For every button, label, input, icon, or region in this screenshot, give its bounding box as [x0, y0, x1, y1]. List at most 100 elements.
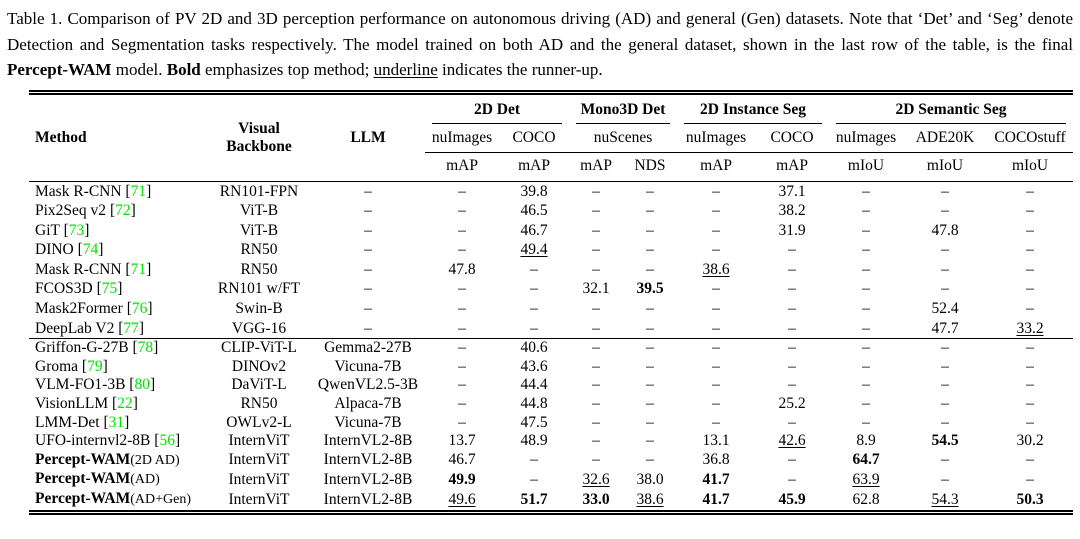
value-cell: –	[1026, 339, 1034, 357]
table-row: DeepLab V2 [77] VGG-16 – – – – – – – – 47.7 33.2	[29, 319, 1073, 339]
value-cell: 63.9	[829, 470, 903, 490]
llm-cell: –	[364, 280, 372, 298]
value-cell: –	[458, 241, 466, 259]
method-name: Mask R-CNN	[35, 182, 122, 200]
value-cell: –	[1026, 241, 1034, 259]
value-cell: 49.4	[499, 240, 569, 260]
citation-link[interactable]: 56	[159, 432, 175, 450]
runnerup-value: 33.2	[1016, 319, 1044, 337]
value-cell: 64.7	[829, 451, 903, 471]
value-cell: –	[712, 280, 720, 298]
header-dataset-nuimages-sem: nuImages	[829, 123, 904, 153]
caption-underline-word: underline	[373, 60, 438, 79]
method-cell: Percept-WAM(AD)	[29, 470, 207, 490]
value-cell: –	[862, 376, 870, 394]
header-dataset-nuscenes: nuScenes	[569, 123, 677, 153]
citation-link[interactable]: 76	[131, 300, 148, 318]
value-cell: –	[592, 202, 600, 220]
method-name: Percept-WAM	[35, 470, 131, 488]
backbone-cell: OWLv2-L	[226, 413, 292, 431]
value-cell: 48.9	[520, 432, 548, 450]
value-cell: –	[592, 451, 600, 469]
table-row: Percept-WAM(AD) InternViT InternVL2-8B 49.9…	[29, 470, 1073, 490]
table-row: GiT [73] ViT-B – – 46.7 – – – 31.9 – 47.8 –	[29, 221, 1073, 241]
value-cell: –	[1026, 260, 1034, 278]
llm-cell: InternVL2-8B	[323, 432, 413, 450]
value-cell: 45.9	[755, 490, 829, 510]
value-cell: –	[646, 413, 654, 431]
method-name: GiT	[35, 221, 60, 239]
backbone-cell: RN50	[240, 241, 278, 259]
caption-model-name: Percept-WAM	[7, 60, 112, 79]
value-cell: 40.6	[520, 339, 548, 357]
table-row: DINO [74] RN50 – – 49.4 – – – – – – –	[29, 240, 1073, 260]
citation-link[interactable]: 71	[130, 182, 147, 200]
value-cell: –	[458, 395, 466, 413]
value-cell: –	[941, 376, 949, 394]
value-cell: –	[941, 451, 949, 469]
header-metric-row: mAP mAP mAP NDS mAP mAP mIoU mIoU mIoU	[29, 152, 1073, 181]
method-name: Mask2Former	[35, 300, 123, 318]
value-cell: 37.1	[778, 182, 806, 200]
citation-link[interactable]: 73	[68, 221, 85, 239]
citation-link[interactable]: 78	[137, 339, 154, 357]
citation-link[interactable]: 80	[134, 376, 150, 394]
citation-link[interactable]: 72	[115, 202, 131, 220]
citation-link[interactable]: 71	[130, 260, 147, 278]
header-dataset-cocostuff: COCOstuff	[987, 123, 1074, 153]
citation-link[interactable]: 31	[108, 413, 125, 431]
backbone-cell: InternViT	[228, 490, 290, 508]
metric-header: mAP	[700, 156, 732, 174]
group-label: 2D Det	[432, 101, 562, 124]
value-cell: 25.2	[778, 395, 806, 413]
table-body-group-1: Mask R-CNN [71] RN101-FPN – –39.8– – –37.1– – –…	[29, 181, 1073, 339]
value-cell: –	[712, 376, 720, 394]
value-cell: –	[862, 413, 870, 431]
value-cell: –	[646, 260, 654, 278]
value-cell: –	[788, 260, 796, 278]
value-cell: –	[458, 413, 466, 431]
value-cell: –	[862, 339, 870, 357]
value-cell: 13.1	[702, 432, 730, 450]
value-cell: 13.7	[448, 432, 476, 450]
header-backbone: Visual Backbone	[207, 95, 311, 182]
backbone-cell: ViT-B	[239, 202, 279, 220]
method-cell: FCOS3D [75]	[35, 280, 123, 298]
llm-cell: Alpaca-7B	[334, 395, 402, 413]
value-cell: –	[941, 470, 949, 488]
value-cell: 38.6	[623, 490, 677, 510]
value-cell: –	[862, 300, 870, 318]
citation-link[interactable]: 74	[82, 241, 99, 259]
value-cell: –	[646, 357, 654, 375]
header-group-2d-instance-seg: 2D Instance Seg	[677, 95, 829, 124]
value-cell: –	[458, 376, 466, 394]
llm-cell: Vicuna-7B	[334, 413, 402, 431]
citation-link[interactable]: 22	[117, 395, 133, 413]
value-cell: –	[788, 280, 796, 298]
value-cell: 54.3	[903, 490, 987, 510]
backbone-cell: RN101 w/FT	[217, 280, 301, 298]
metric-header: mIoU	[1011, 156, 1049, 174]
table-row: Mask R-CNN [71] RN50 – 47.8 – – – 38.6 – – – –	[29, 260, 1073, 280]
value-cell: –	[712, 413, 720, 431]
citation-link[interactable]: 79	[87, 357, 103, 375]
value-cell: 32.6	[569, 470, 623, 490]
method-cell: UFO-internvl2-8B [56]	[35, 432, 181, 450]
value-cell: –	[788, 470, 796, 488]
best-value: 41.7	[702, 470, 730, 488]
best-value: 39.5	[636, 280, 664, 298]
value-cell: –	[862, 357, 870, 375]
method-name: Griffon-G-27B	[35, 339, 129, 357]
value-cell: –	[712, 202, 720, 220]
runnerup-value: 54.3	[931, 490, 959, 508]
metric-header: mAP	[776, 156, 808, 174]
method-cell: VLM-FO1-3B [80]	[35, 376, 156, 394]
value-cell: –	[941, 413, 949, 431]
value-cell: –	[1026, 221, 1034, 239]
value-cell: 42.6	[755, 432, 829, 451]
citation-link[interactable]: 77	[123, 319, 139, 337]
value-cell: –	[712, 300, 720, 318]
citation-link[interactable]: 75	[101, 280, 118, 298]
value-cell: –	[788, 241, 796, 259]
value-cell: –	[862, 319, 870, 337]
